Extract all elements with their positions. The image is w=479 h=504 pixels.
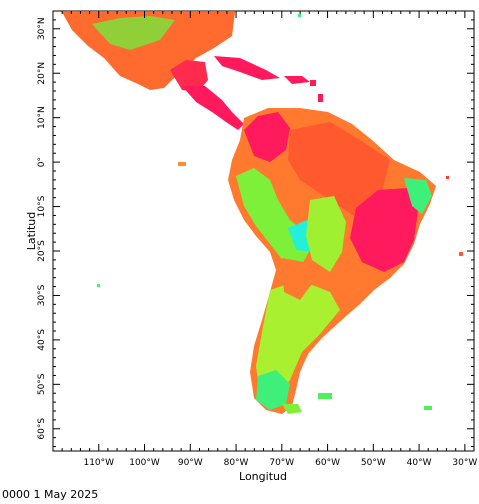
lon-tick-label: 90°W <box>178 458 203 468</box>
southern-cone-green <box>256 280 340 400</box>
north-coast-red <box>244 112 290 162</box>
lon-tick-label: 70°W <box>269 458 294 468</box>
lat-tick-label: 10°S <box>37 195 47 217</box>
pixel-a <box>97 284 100 287</box>
pixel-d <box>298 14 301 17</box>
yucatan <box>170 60 208 92</box>
lon-tick-label: 40°W <box>407 458 432 468</box>
x-axis-title: Longitud <box>239 470 287 483</box>
lon-tick-label: 30°W <box>452 458 477 468</box>
lon-tick-label: 60°W <box>315 458 340 468</box>
timestamp: 0000 1 May 2025 <box>2 488 99 501</box>
cuba <box>214 56 280 80</box>
central-green <box>306 196 346 272</box>
lon-tick-label: 100°W <box>129 458 160 468</box>
island-2 <box>318 94 323 102</box>
pixel-c <box>446 176 449 179</box>
y-axis-title: Latitud <box>25 212 38 251</box>
patagonia-green <box>256 370 290 410</box>
falklands <box>318 393 332 399</box>
central-america <box>182 86 244 130</box>
map-field <box>62 12 463 414</box>
lat-tick-label: 20°N <box>37 62 47 85</box>
hispaniola <box>284 76 310 84</box>
lon-tick-label: 80°W <box>224 458 249 468</box>
lat-tick-label: 0° <box>37 157 47 167</box>
argentina-orange <box>282 258 312 300</box>
ticks-layer <box>53 10 475 451</box>
andes-green <box>236 168 310 268</box>
northeast-brazil-hot <box>350 188 418 272</box>
mexico-green-patches <box>92 16 175 50</box>
south-georgia <box>424 406 432 410</box>
brazil-east-coast-green <box>404 178 432 214</box>
galapagos <box>178 162 186 166</box>
lat-tick-label: 30°N <box>37 17 47 40</box>
island-1 <box>310 80 316 86</box>
amazon-orange <box>288 122 390 220</box>
pixel-b <box>459 252 463 256</box>
lat-tick-label: 10°N <box>37 106 47 129</box>
lon-tick-label: 110°W <box>83 458 114 468</box>
lat-tick-label: 40°S <box>37 329 47 351</box>
lon-tick-label: 50°W <box>361 458 386 468</box>
lat-tick-label: 20°S <box>37 240 47 262</box>
lat-tick-label: 30°S <box>37 284 47 306</box>
tierra-del-fuego <box>282 404 302 414</box>
lat-tick-label: 60°S <box>37 418 47 440</box>
tick-labels-layer: 110°W 100°W 90°W 80°W 70°W 60°W 50°W 40°W 30°W 30… <box>37 17 477 468</box>
lat-tick-label: 50°S <box>37 373 47 395</box>
